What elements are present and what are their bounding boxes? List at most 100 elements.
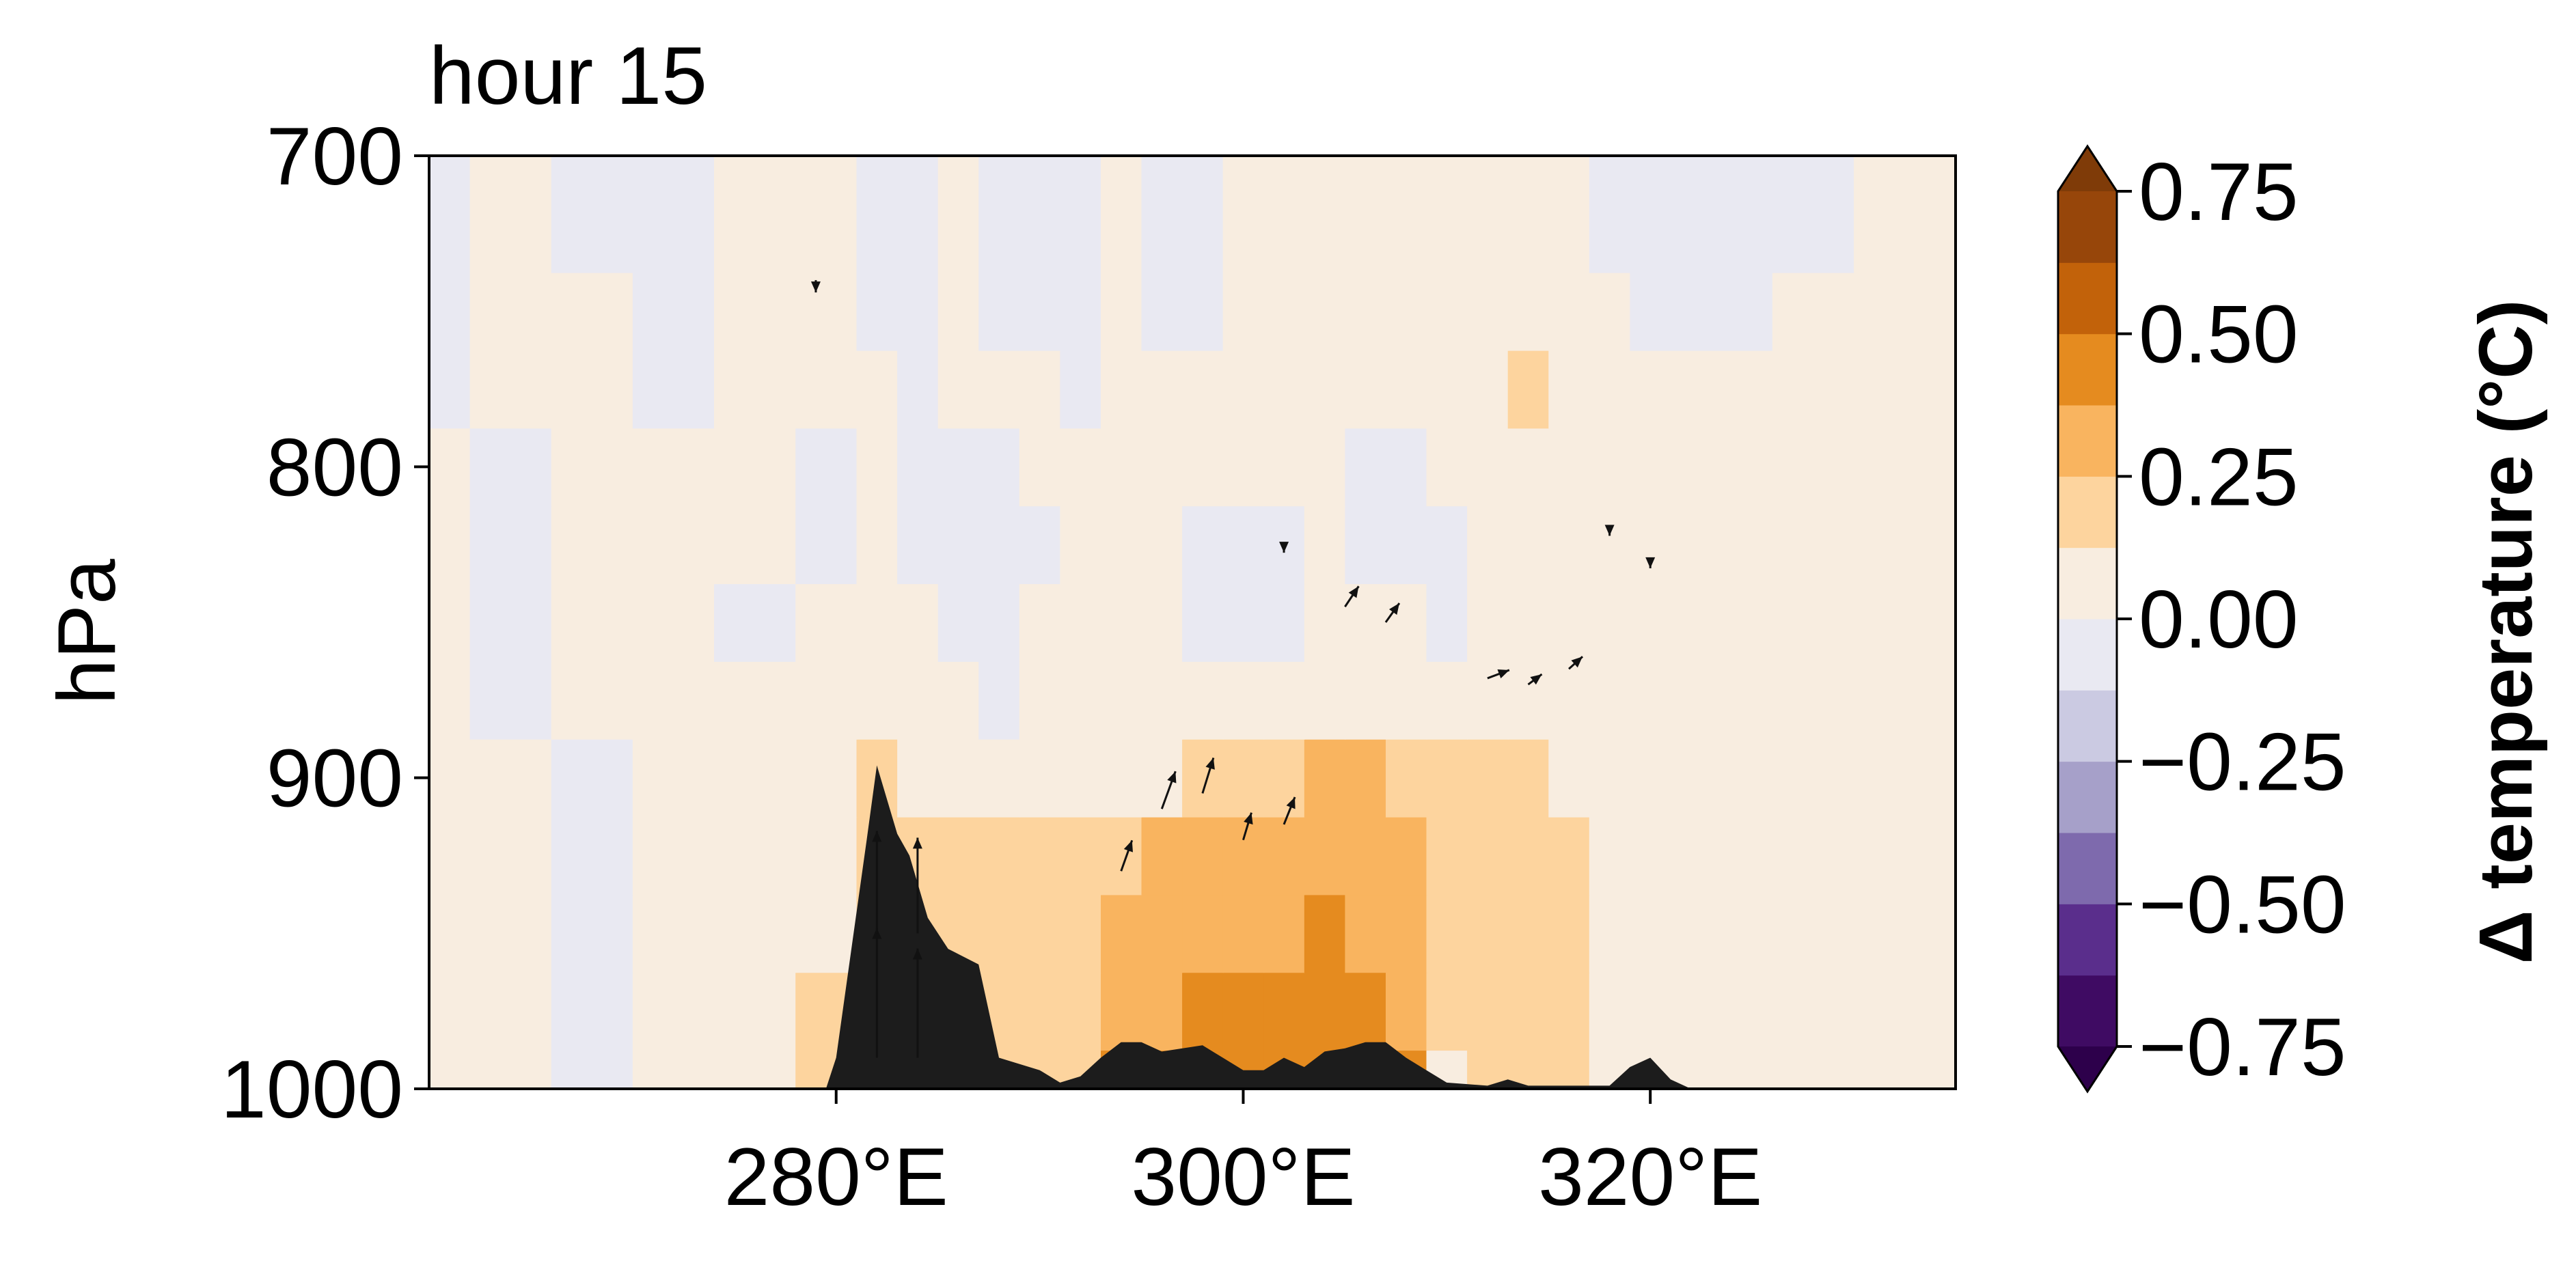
field-cell [1854, 816, 1926, 896]
field-cell [978, 272, 1020, 351]
field-cell [1101, 972, 1142, 1051]
y-tick-label: 800 [266, 421, 403, 513]
field-cell [1345, 350, 1386, 429]
wind-arrow [912, 948, 922, 1058]
field-cell [1772, 1050, 1854, 1089]
field-cell [469, 1050, 552, 1089]
field-cell [795, 816, 858, 896]
field-cell [1925, 1050, 1956, 1089]
field-cell [1690, 738, 1773, 818]
colorbar-tick-label: −0.25 [2139, 717, 2346, 808]
field-cell [1386, 350, 1427, 429]
field-cell [714, 816, 797, 896]
field-cell [1060, 972, 1101, 1051]
field-cell [856, 272, 899, 351]
field-cell [429, 156, 471, 195]
field-cell [1386, 972, 1427, 1051]
field-cell [1141, 428, 1183, 507]
field-cell [429, 972, 471, 1051]
field-cell [1141, 156, 1183, 195]
field-cell [1854, 156, 1926, 195]
field-cell [1182, 816, 1224, 896]
field-cell [1182, 583, 1224, 662]
field-cell [429, 738, 471, 818]
colorbar-segment [2058, 262, 2117, 335]
field-cell [1467, 156, 1509, 195]
field-cell [469, 156, 552, 195]
field-cell [1467, 194, 1509, 273]
field-cell [1426, 972, 1468, 1051]
colorbar: 0.75 0.50 0.25 0.00 −0.25 −0.50 −0.75 [2057, 144, 2346, 1094]
field-cell [1426, 428, 1468, 507]
wind-arrow [810, 280, 821, 293]
field-cell [632, 583, 715, 662]
field-cell [1304, 156, 1346, 195]
colorbar-segment [2058, 904, 2117, 976]
wind-arrow [1279, 542, 1289, 553]
field-cell [1426, 272, 1468, 351]
field-cell [714, 661, 797, 740]
wind-arrow [1384, 602, 1401, 623]
field-cell [1925, 738, 1956, 818]
field-cell [978, 350, 1020, 429]
field-cell [897, 156, 939, 195]
field-cell [714, 350, 797, 429]
colorbar-segment [2058, 833, 2117, 904]
field-cell [1772, 428, 1854, 507]
y-tick-label: 900 [266, 733, 403, 824]
field-cell [632, 972, 715, 1051]
field-cell [1304, 272, 1346, 351]
field-cell [978, 194, 1020, 273]
field-cell [429, 350, 471, 429]
field-cell [795, 661, 858, 740]
field-cell [1925, 972, 1956, 1051]
field-cell [1589, 894, 1631, 973]
colorbar-tick-label: 0.25 [2139, 431, 2299, 523]
field-cell [1630, 350, 1692, 429]
field-cell [1101, 505, 1142, 585]
field-cell [897, 272, 939, 351]
field-cell [1507, 894, 1550, 973]
wind-arrow [1201, 757, 1215, 794]
field-cell [1925, 894, 1956, 973]
field-cell [795, 738, 858, 818]
field-cell [1141, 738, 1183, 818]
field-cell [897, 738, 939, 818]
field-cell [1772, 738, 1854, 818]
field-cell [1345, 816, 1386, 896]
field-cell [1182, 894, 1224, 973]
field-cell [1426, 583, 1468, 662]
field-cell [1263, 583, 1305, 662]
field-cell [1426, 194, 1468, 273]
x-axis: 280°E 300°E 320°E [724, 1089, 1762, 1223]
field-cell [1263, 816, 1305, 896]
field-cell [978, 894, 1020, 973]
field-cell [937, 194, 980, 273]
field-cell [1426, 350, 1468, 429]
field-cell [1386, 816, 1427, 896]
plot-frame [428, 154, 1957, 1090]
field-cell [795, 428, 858, 507]
field-cell [1548, 738, 1590, 818]
field-cell [897, 661, 939, 740]
field-cell [1548, 505, 1590, 585]
field-cell [632, 272, 715, 351]
field-cell [795, 272, 858, 351]
field-cell [714, 272, 797, 351]
field-cell [1630, 505, 1692, 585]
field-cell [1854, 972, 1926, 1051]
colorbar-segment [2058, 333, 2117, 406]
field-cell [1925, 272, 1956, 351]
field-cell [1222, 272, 1265, 351]
field-cell [1854, 428, 1926, 507]
field-cell [1690, 272, 1773, 351]
wind-arrow [872, 928, 882, 1058]
field-cell [1854, 505, 1926, 585]
field-cell [632, 194, 715, 273]
field-cell [1548, 272, 1590, 351]
field-cell [429, 505, 471, 585]
field-cell [1060, 738, 1101, 818]
field-cell [1548, 816, 1590, 896]
field-cell [1304, 428, 1346, 507]
